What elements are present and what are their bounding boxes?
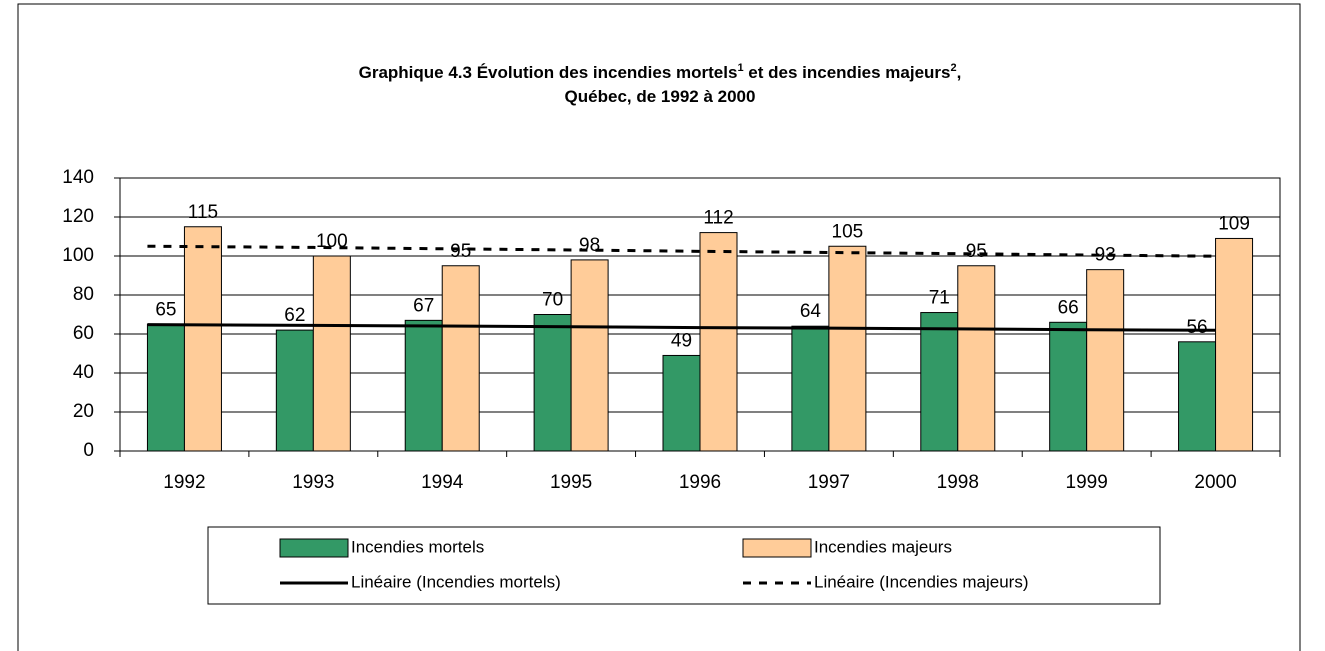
data-label: 67	[413, 295, 434, 316]
legend-box	[207, 526, 1161, 605]
title-superscript: 2	[951, 62, 957, 74]
x-tick-label: 1998	[937, 472, 979, 493]
x-tick-label: 2000	[1194, 472, 1236, 493]
legend-swatch	[279, 538, 349, 558]
x-tick-label: 1994	[421, 472, 464, 493]
data-label: 71	[929, 288, 950, 309]
bar	[312, 255, 351, 452]
bar	[662, 354, 701, 452]
trend-line	[147, 323, 1216, 332]
title-text: Graphique 4.3 Évolution des incendies mo…	[359, 63, 738, 82]
y-tick-label: 120	[62, 206, 94, 227]
data-label: 112	[703, 208, 733, 229]
data-label: 66	[1058, 297, 1079, 318]
chart-title: Graphique 4.3 Évolution des incendies mo…	[359, 62, 962, 83]
x-tick-label: 1997	[808, 472, 850, 493]
y-tick-label: 60	[73, 323, 94, 344]
bar	[828, 245, 867, 452]
title-text: Québec, de 1992 à 2000	[565, 87, 756, 106]
y-tick-label: 0	[83, 440, 94, 461]
bar	[570, 259, 609, 452]
data-label: 95	[966, 241, 987, 262]
bar	[146, 323, 185, 452]
x-tick-label: 1999	[1066, 472, 1108, 493]
data-label: 49	[671, 330, 692, 351]
y-tick-label: 20	[73, 401, 94, 422]
chart-title: Québec, de 1992 à 2000	[565, 87, 756, 106]
bar	[791, 325, 830, 452]
data-label: 115	[188, 202, 218, 223]
legend-label: Linéaire (Incendies majeurs)	[814, 572, 1029, 591]
title-text: ,	[957, 63, 962, 82]
bar	[1049, 321, 1088, 452]
bar	[275, 329, 314, 452]
bar	[404, 319, 443, 452]
title-superscript: 1	[737, 62, 743, 74]
bar	[441, 265, 480, 452]
y-tick-label: 80	[73, 284, 94, 305]
data-label: 70	[542, 290, 563, 311]
bar	[920, 312, 959, 452]
data-label: 98	[579, 235, 600, 256]
bar	[1086, 269, 1125, 452]
bar	[699, 232, 738, 452]
x-tick-label: 1993	[292, 472, 334, 493]
data-label: 105	[832, 221, 864, 242]
legend-label: Linéaire (Incendies mortels)	[351, 572, 561, 591]
data-label: 56	[1186, 317, 1207, 338]
title-text: et des incendies majeurs	[744, 63, 951, 82]
bar	[533, 314, 572, 452]
data-label: 109	[1218, 213, 1250, 234]
y-tick-label: 40	[73, 362, 94, 383]
y-tick-label: 140	[62, 167, 94, 188]
bar	[1215, 237, 1254, 452]
legend-swatch	[742, 538, 812, 558]
trend-line	[147, 244, 1216, 258]
x-tick-label: 1996	[679, 472, 721, 493]
legend-label: Incendies mortels	[351, 537, 484, 556]
data-label: 95	[450, 241, 471, 262]
x-tick-label: 1992	[163, 472, 205, 493]
data-label: 64	[800, 301, 822, 322]
data-label: 93	[1095, 245, 1116, 266]
data-label: 65	[155, 299, 176, 320]
y-tick-label: 100	[62, 245, 94, 266]
legend-label: Incendies majeurs	[814, 537, 952, 556]
bar	[183, 226, 222, 452]
x-tick-label: 1995	[550, 472, 592, 493]
data-label: 62	[284, 305, 305, 326]
bar	[1178, 341, 1217, 452]
bar	[957, 265, 996, 452]
